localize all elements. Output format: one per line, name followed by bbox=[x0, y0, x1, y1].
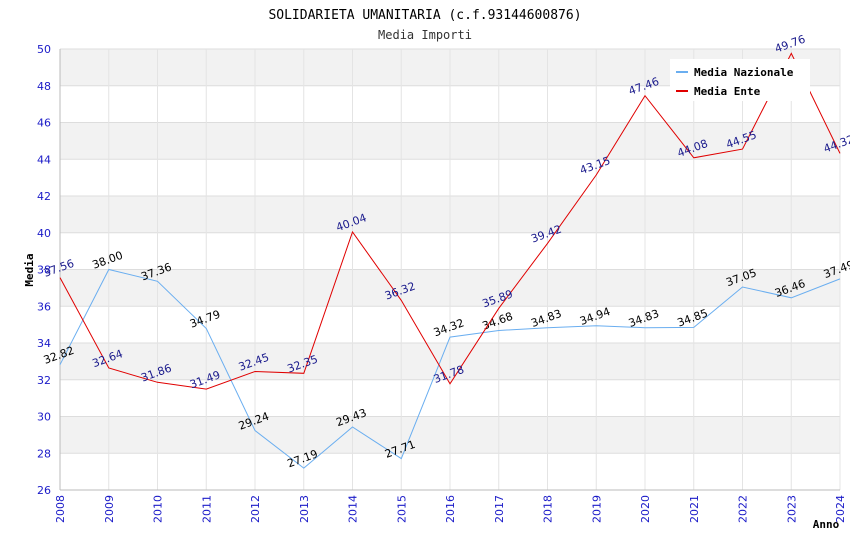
x-tick-label: 2020 bbox=[639, 495, 652, 523]
x-axis-label: Anno bbox=[813, 518, 840, 531]
series-line-media-ente bbox=[59, 52, 841, 390]
x-tick-label: 2019 bbox=[590, 495, 603, 523]
legend: Media Nazionale Media Ente bbox=[670, 59, 810, 101]
x-tick-label: 2013 bbox=[298, 495, 311, 523]
y-tick-label: 50 bbox=[37, 43, 51, 56]
x-tick-label: 2023 bbox=[785, 495, 798, 523]
y-tick-label: 46 bbox=[37, 117, 51, 130]
x-tick-label: 2012 bbox=[249, 495, 262, 523]
legend-entry: Media Ente bbox=[694, 85, 761, 98]
y-tick-label: 30 bbox=[37, 411, 51, 424]
y-axis-ticks: 26 28 30 32 34 36 38 40 42 44 46 48 50 bbox=[37, 43, 51, 497]
x-tick-label: 2017 bbox=[493, 495, 506, 523]
y-axis-label: Media bbox=[23, 253, 36, 286]
y-tick-label: 26 bbox=[37, 484, 51, 497]
legend-entry: Media Nazionale bbox=[694, 66, 794, 79]
y-tick-label: 48 bbox=[37, 80, 51, 93]
y-tick-label: 32 bbox=[37, 374, 51, 387]
chart-title: SOLIDARIETA UMANITARIA (c.f.93144600876) bbox=[268, 8, 581, 23]
x-tick-label: 2008 bbox=[54, 495, 67, 523]
y-tick-label: 40 bbox=[37, 227, 51, 240]
y-tick-label: 34 bbox=[37, 337, 51, 350]
y-tick-label: 28 bbox=[37, 447, 51, 460]
series-line-media-nazionale bbox=[59, 268, 841, 469]
x-tick-label: 2009 bbox=[103, 495, 116, 523]
x-tick-label: 2018 bbox=[542, 495, 555, 523]
x-tick-label: 2014 bbox=[347, 495, 360, 523]
x-tick-label: 2010 bbox=[152, 495, 165, 523]
x-tick-label: 2024 bbox=[834, 495, 847, 523]
x-tick-label: 2016 bbox=[444, 495, 457, 523]
x-tick-label: 2011 bbox=[200, 495, 213, 523]
legend-box bbox=[670, 59, 810, 101]
x-tick-label: 2021 bbox=[688, 495, 701, 523]
y-tick-label: 38 bbox=[37, 264, 51, 277]
x-tick-label: 2015 bbox=[395, 495, 408, 523]
y-tick-label: 36 bbox=[37, 300, 51, 313]
y-tick-label: 44 bbox=[37, 153, 51, 166]
x-tick-label: 2022 bbox=[737, 495, 750, 523]
x-axis-ticks: 2008 2009 2010 2011 2012 2013 2014 2015 2016 2017… bbox=[54, 495, 847, 523]
chart-subtitle: Media Importi bbox=[378, 28, 472, 42]
y-tick-label: 42 bbox=[37, 190, 51, 203]
